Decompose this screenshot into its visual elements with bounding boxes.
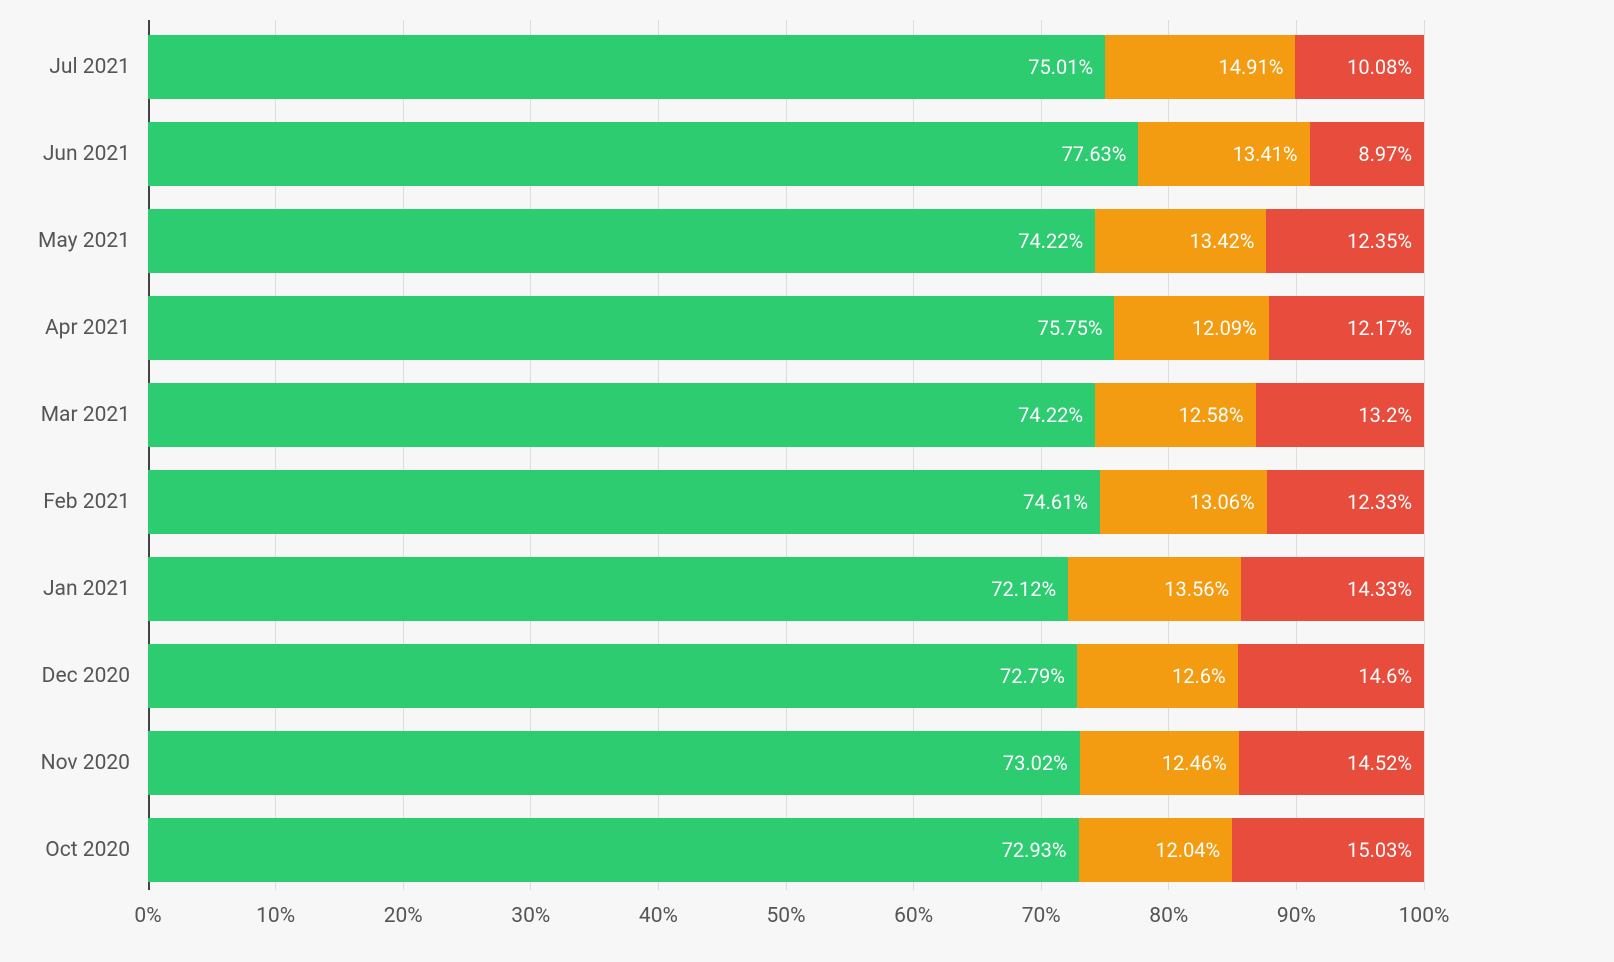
bar-value-label: 14.52% <box>1347 751 1412 775</box>
x-tick-label: 60% <box>894 890 933 928</box>
bar-value-label: 12.35% <box>1347 229 1412 253</box>
bar-value-label: 12.46% <box>1162 751 1227 775</box>
bar-segment: 8.97% <box>1310 122 1424 186</box>
bar-segment: 14.6% <box>1238 644 1424 708</box>
x-tick-label: 90% <box>1277 890 1316 928</box>
bar-row: 74.22% 12.58% 13.2% <box>148 383 1424 447</box>
bar-value-label: 72.93% <box>1002 838 1067 862</box>
y-tick-label: Jun 2021 <box>43 142 148 166</box>
bar-value-label: 12.33% <box>1347 490 1412 514</box>
bar-segment: 74.22% <box>148 209 1095 273</box>
bar-segment: 12.33% <box>1267 470 1424 534</box>
x-tick-label: 80% <box>1149 890 1188 928</box>
bar-segment: 75.01% <box>148 35 1105 99</box>
bar-row: 74.22% 13.42% 12.35% <box>148 209 1424 273</box>
x-tick-label: 10% <box>256 890 295 928</box>
bar-value-label: 12.17% <box>1347 316 1412 340</box>
bar-row: 72.79% 12.6% 14.6% <box>148 644 1424 708</box>
bar-segment: 14.33% <box>1241 557 1424 621</box>
bar-segment: 15.03% <box>1232 818 1424 882</box>
bar-segment: 12.17% <box>1269 296 1424 360</box>
bar-segment: 73.02% <box>148 731 1080 795</box>
y-tick-label: May 2021 <box>38 229 148 253</box>
bar-segment: 72.12% <box>148 557 1068 621</box>
x-tick-label: 40% <box>639 890 678 928</box>
bar-segment: 12.09% <box>1114 296 1268 360</box>
bar-value-label: 72.12% <box>991 577 1056 601</box>
stacked-bar-chart: 0% 10% 20% 30% 40% 50% 60% 70% 80% 90% 100% 75.01% 1… <box>0 0 1614 962</box>
bar-value-label: 12.6% <box>1172 664 1226 688</box>
x-tick-label: 100% <box>1399 890 1450 928</box>
bar-value-label: 12.58% <box>1179 403 1244 427</box>
bar-row: 73.02% 12.46% 14.52% <box>148 731 1424 795</box>
y-tick-label: Jul 2021 <box>49 55 148 79</box>
bar-segment: 12.04% <box>1079 818 1233 882</box>
bar-value-label: 12.04% <box>1155 838 1220 862</box>
bar-segment: 12.6% <box>1077 644 1238 708</box>
bar-value-label: 12.09% <box>1192 316 1257 340</box>
bar-row: 75.01% 14.91% 10.08% <box>148 35 1424 99</box>
bar-value-label: 74.61% <box>1023 490 1088 514</box>
bar-segment: 74.22% <box>148 383 1095 447</box>
bar-value-label: 75.01% <box>1028 55 1093 79</box>
bar-segment: 13.42% <box>1095 209 1266 273</box>
bar-segment: 12.35% <box>1266 209 1424 273</box>
x-tick-label: 20% <box>384 890 423 928</box>
bar-row: 74.61% 13.06% 12.33% <box>148 470 1424 534</box>
bar-segment: 10.08% <box>1295 35 1424 99</box>
bar-value-label: 74.22% <box>1018 403 1083 427</box>
bar-segment: 13.41% <box>1138 122 1309 186</box>
bar-segment: 14.91% <box>1105 35 1295 99</box>
bar-value-label: 14.6% <box>1358 664 1412 688</box>
bar-row: 72.93% 12.04% 15.03% <box>148 818 1424 882</box>
bar-value-label: 13.06% <box>1190 490 1255 514</box>
bar-row: 75.75% 12.09% 12.17% <box>148 296 1424 360</box>
y-tick-label: Oct 2020 <box>45 838 148 862</box>
bar-value-label: 15.03% <box>1347 838 1412 862</box>
bar-value-label: 77.63% <box>1062 142 1127 166</box>
bar-value-label: 8.97% <box>1358 142 1412 166</box>
bar-value-label: 75.75% <box>1038 316 1103 340</box>
bar-segment: 13.06% <box>1100 470 1267 534</box>
bar-value-label: 14.33% <box>1347 577 1412 601</box>
bar-value-label: 74.22% <box>1018 229 1083 253</box>
y-tick-label: Apr 2021 <box>45 316 148 340</box>
bar-segment: 74.61% <box>148 470 1100 534</box>
bar-value-label: 14.91% <box>1218 55 1283 79</box>
bar-value-label: 72.79% <box>1000 664 1065 688</box>
bar-segment: 77.63% <box>148 122 1138 186</box>
x-tick-label: 50% <box>767 890 806 928</box>
bar-segment: 13.56% <box>1068 557 1241 621</box>
y-tick-label: Nov 2020 <box>41 751 148 775</box>
bar-segment: 12.58% <box>1095 383 1256 447</box>
bar-value-label: 13.42% <box>1190 229 1255 253</box>
bar-segment: 72.93% <box>148 818 1079 882</box>
bar-row: 77.63% 13.41% 8.97% <box>148 122 1424 186</box>
bar-value-label: 13.41% <box>1233 142 1298 166</box>
y-tick-label: Dec 2020 <box>42 664 148 688</box>
x-tick-label: 0% <box>134 890 161 928</box>
plot-area: 0%10%20%30%40%50%60%70%80%90%100%75.01%1… <box>148 20 1424 890</box>
bar-segment: 72.79% <box>148 644 1077 708</box>
bar-value-label: 10.08% <box>1347 55 1412 79</box>
bar-segment: 12.46% <box>1080 731 1239 795</box>
bar-value-label: 73.02% <box>1003 751 1068 775</box>
x-tick-label: 30% <box>511 890 550 928</box>
y-tick-label: Jan 2021 <box>43 577 148 601</box>
bar-row: 72.12% 13.56% 14.33% <box>148 557 1424 621</box>
x-tick-label: 70% <box>1022 890 1061 928</box>
bar-segment: 14.52% <box>1239 731 1424 795</box>
bar-value-label: 13.2% <box>1358 403 1412 427</box>
y-tick-label: Feb 2021 <box>43 490 148 514</box>
bar-segment: 75.75% <box>148 296 1114 360</box>
bar-segment: 13.2% <box>1256 383 1424 447</box>
bar-value-label: 13.56% <box>1164 577 1229 601</box>
y-tick-label: Mar 2021 <box>41 403 148 427</box>
